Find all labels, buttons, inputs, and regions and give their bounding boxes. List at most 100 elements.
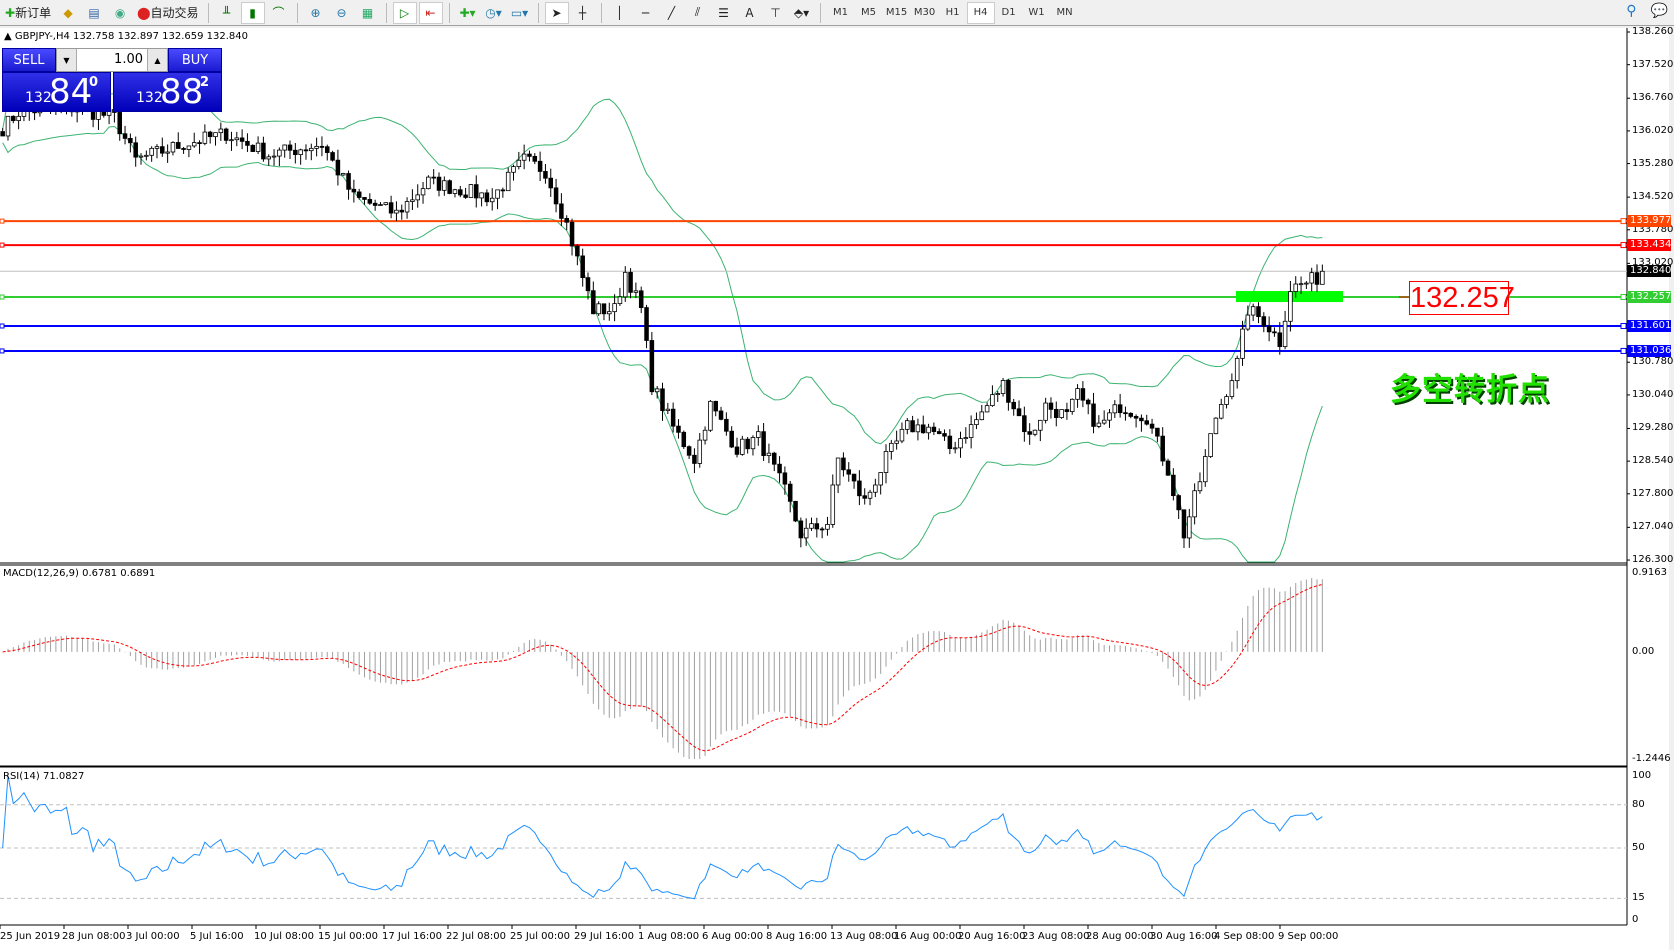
timeframe-h4[interactable]: H4 (966, 1, 995, 24)
candle (841, 457, 846, 471)
candle (165, 151, 170, 154)
candle (1133, 416, 1139, 419)
candle (761, 431, 766, 456)
signals-button[interactable]: ◉ (108, 2, 132, 24)
candle (771, 452, 777, 465)
text-label-icon: ⊤ (770, 5, 781, 20)
equidistant-channel-button[interactable]: ⫽ (686, 2, 710, 24)
fibonacci-icon: ☰ (718, 5, 729, 20)
timeframe-m30[interactable]: M30 (913, 7, 936, 18)
candle (186, 145, 192, 150)
market-watch-button[interactable]: ◆ (56, 2, 80, 24)
lot-increase-button[interactable]: ▲ (147, 49, 167, 71)
fibonacci-button[interactable]: ☰ (712, 2, 736, 24)
candle (676, 425, 681, 433)
candle (1112, 404, 1118, 414)
level-price-tag: 133.977 (1627, 215, 1671, 228)
timeframe-d1[interactable]: D1 (1001, 7, 1016, 18)
search-icon[interactable]: ⚲ (1626, 3, 1637, 19)
candle (1080, 388, 1086, 401)
candle (1038, 419, 1043, 431)
candle (1314, 272, 1320, 285)
candle (1128, 412, 1134, 417)
candle (16, 115, 21, 122)
buy-price[interactable]: 132 88 2 (113, 72, 222, 112)
candle (633, 290, 639, 293)
bar-chart-icon: ╨ (222, 5, 231, 20)
bar-chart-button[interactable]: ╨ (215, 2, 239, 24)
candle (607, 311, 612, 315)
date-label: 16 Aug 00:00 (894, 931, 962, 942)
candle (452, 189, 458, 194)
candle (793, 500, 798, 522)
lot-decrease-button[interactable]: ▼ (57, 49, 77, 71)
macd-tick-label: 0.9163 (1632, 567, 1667, 578)
candle (612, 303, 617, 313)
candle (415, 194, 420, 201)
candle (1022, 415, 1027, 433)
periods-button[interactable]: ◷▾ (482, 2, 506, 24)
navigator-button[interactable]: ▤ (82, 2, 106, 24)
chart-shift-button[interactable]: ⇤ (418, 1, 443, 24)
crosshair-button[interactable]: ┼ (571, 2, 595, 24)
candle (362, 197, 367, 200)
tile-windows-button[interactable]: ▦ (356, 2, 380, 24)
candle (1144, 420, 1149, 425)
candle (277, 149, 282, 157)
candle (340, 173, 346, 176)
annotation-text[interactable]: 多空转折点 (1390, 372, 1550, 408)
candle (899, 428, 905, 442)
trendline-button[interactable]: ╱ (660, 2, 684, 24)
candle (734, 446, 740, 455)
candle (697, 439, 703, 464)
timeframe-mn[interactable]: MN (1056, 7, 1073, 18)
horizontal-line-button[interactable]: ─ (634, 2, 658, 24)
cursor-button[interactable]: ➤ (544, 1, 569, 24)
price-tick-label: 130.040 (1632, 388, 1674, 400)
timeframe-h1[interactable]: H1 (945, 7, 960, 18)
timeframe-m5[interactable]: M5 (861, 7, 877, 18)
candle (1091, 403, 1096, 427)
candle (303, 149, 309, 152)
vertical-line-button[interactable]: │ (608, 2, 632, 24)
timeframe-m1[interactable]: M1 (833, 7, 849, 18)
candle (984, 405, 990, 413)
price-tick-label: 133.780 (1632, 223, 1674, 235)
lot-size-input[interactable]: ▼ 1.00 ▲ (56, 48, 168, 72)
sell-button[interactable]: SELL (2, 48, 56, 72)
candlestick-button[interactable]: ▮ (240, 1, 265, 24)
buy-button[interactable]: BUY (168, 48, 222, 72)
candle (1218, 404, 1224, 419)
sell-price[interactable]: 132 84 0 (2, 72, 111, 112)
chart-info: ▲ GBPJPY-,H4 132.758 132.897 132.659 132… (4, 31, 248, 42)
candle (1304, 282, 1309, 285)
chart-window[interactable]: ▲ GBPJPY-,H4 132.758 132.897 132.659 132… (0, 26, 1674, 950)
zoom-in-button[interactable]: ⊕ (304, 2, 328, 24)
candle (1250, 306, 1256, 316)
price-tick-label: 136.760 (1632, 92, 1674, 104)
text-button[interactable]: A (738, 2, 762, 24)
candle (825, 524, 830, 530)
candle (553, 187, 559, 205)
candle (1160, 435, 1165, 462)
candle (873, 484, 878, 493)
auto-scroll-button[interactable]: ▷ (392, 1, 417, 24)
timeframe-m15[interactable]: M15 (885, 7, 908, 18)
candle (1187, 516, 1192, 539)
chat-icon[interactable]: 💬 (1650, 3, 1668, 19)
auto-trade-button[interactable]: ⬤ 自动交易 (137, 5, 199, 21)
candle (245, 140, 250, 146)
chart-canvas[interactable] (0, 28, 1674, 950)
price-callout[interactable]: 132.257 (1409, 281, 1515, 315)
candle (330, 152, 335, 161)
text-label-button[interactable]: ⊤ (764, 2, 788, 24)
arrows-button[interactable]: ⬘▾ (790, 2, 814, 24)
new-order-button[interactable]: ✚ 新订单 (5, 5, 52, 21)
candle (585, 277, 591, 292)
timeframe-w1[interactable]: W1 (1028, 7, 1045, 18)
line-chart-button[interactable]: ⌒ (267, 2, 291, 24)
indicators-button[interactable]: ✚▾ (456, 2, 480, 24)
candle (649, 340, 655, 393)
templates-button[interactable]: ▭▾ (508, 2, 532, 24)
zoom-out-button[interactable]: ⊖ (330, 2, 354, 24)
